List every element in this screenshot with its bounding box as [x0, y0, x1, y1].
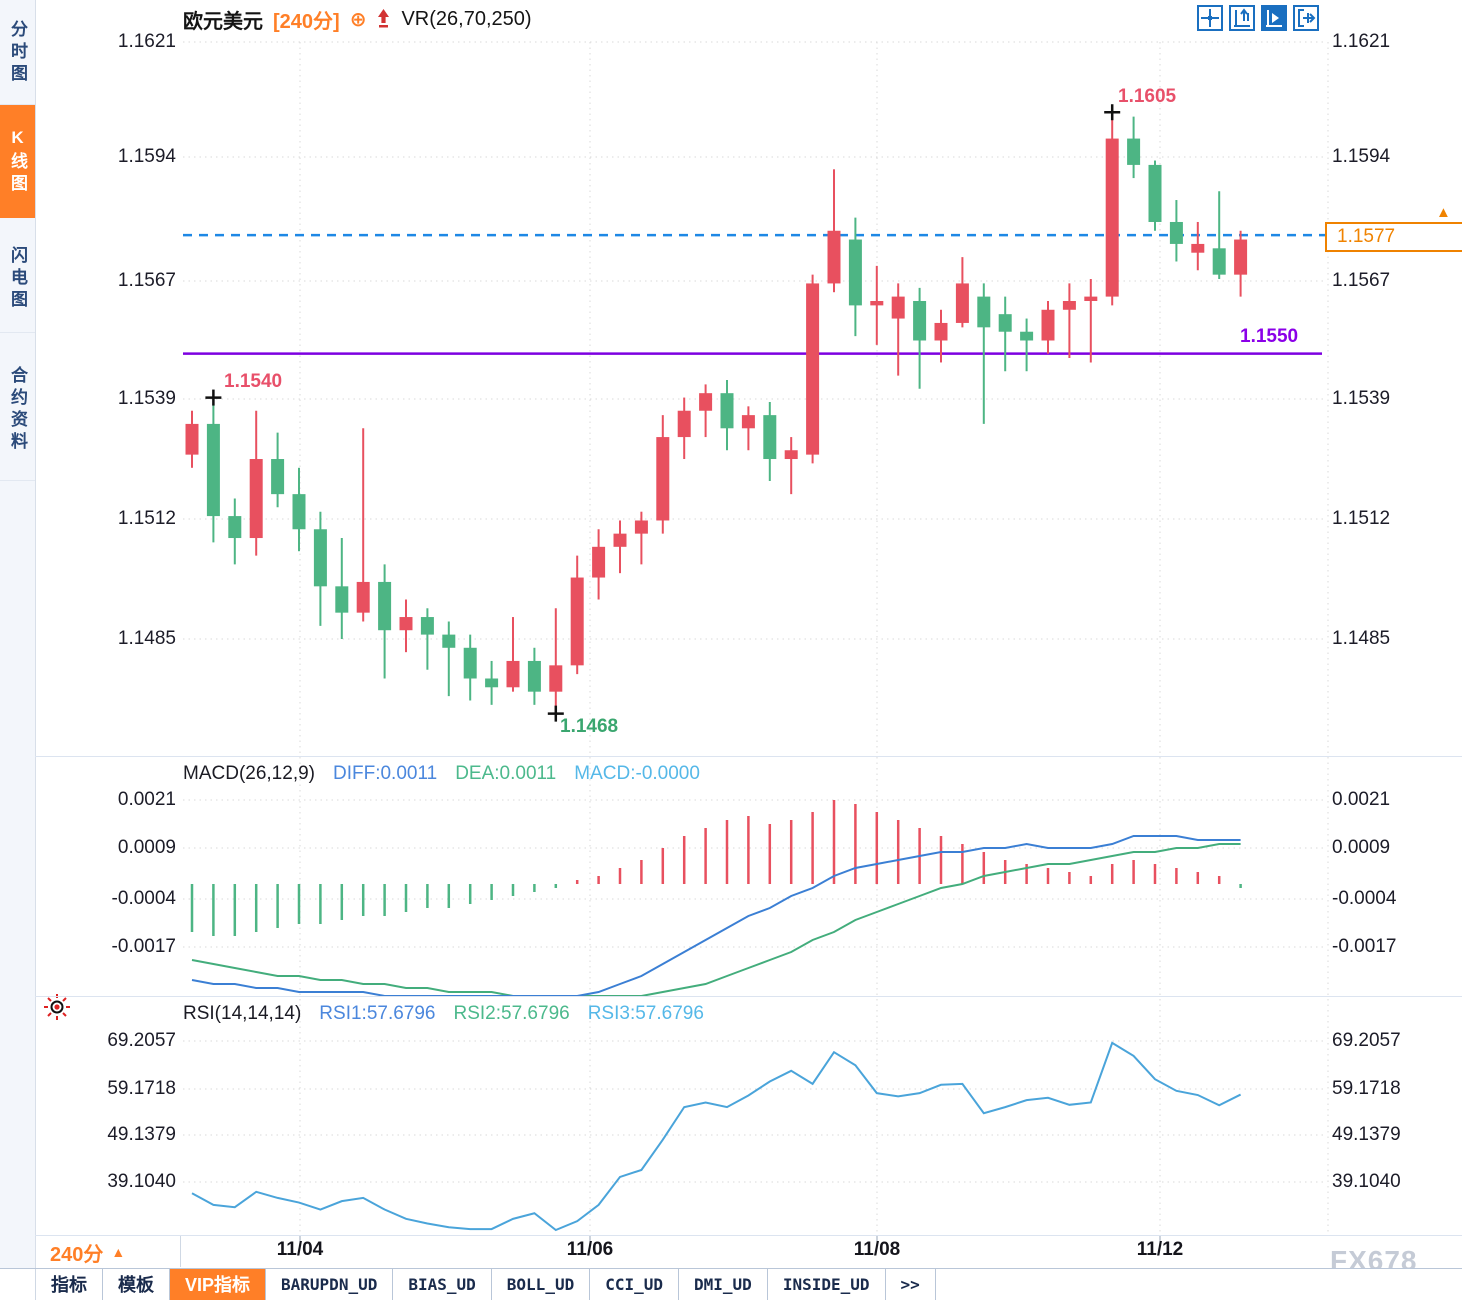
panel-divider — [35, 756, 1462, 757]
macd-dea-value: DEA:0.0011 — [455, 763, 557, 784]
rsi1-value: RSI1:57.6796 — [319, 1003, 436, 1024]
macd-axis-label: -0.0017 — [111, 936, 176, 957]
rsi-axis-label: 69.2057 — [1332, 1030, 1401, 1051]
interval-tag[interactable]: [240分] — [273, 10, 340, 33]
rsi-axis-label: 39.1040 — [1332, 1171, 1401, 1192]
interval-selector-arrow-icon: ▲ — [111, 1244, 126, 1260]
rsi-title: RSI(14,14,14) — [183, 1003, 302, 1024]
macd-diff-value: DIFF:0.0011 — [333, 763, 438, 784]
tab-cci-ud[interactable]: CCI_UD — [590, 1269, 680, 1300]
sidebar-item-candlestick-chart[interactable]: K线图 — [0, 105, 35, 218]
price-up-triangle-icon: ▲ — [1436, 204, 1451, 221]
rsi-axis-label: 69.2057 — [107, 1030, 176, 1051]
tab-inside-ud[interactable]: INSIDE_UD — [768, 1269, 886, 1300]
sidebar-item-timeline-chart[interactable]: 分时图 — [0, 2, 35, 105]
x-axis-date-label: 11/04 — [276, 1239, 324, 1260]
macd-axis-label: -0.0004 — [111, 888, 176, 909]
early-high-label: 1.1540 — [224, 371, 283, 392]
x-axis-date-label: 11/12 — [1136, 1239, 1184, 1260]
price-axis-label: 1.1567 — [1332, 270, 1391, 291]
axis-zoom-icon[interactable] — [1229, 5, 1255, 31]
macd-axis-label: -0.0004 — [1332, 888, 1397, 909]
axis-play-icon[interactable] — [1261, 5, 1287, 31]
price-axis-label: 1.1512 — [1332, 508, 1391, 529]
attach-indicator-icon[interactable]: ⊕ — [349, 8, 367, 31]
rsi-axis-label: 59.1718 — [107, 1078, 176, 1099]
macd-header-row: MACD(26,12,9) DIFF:0.0011 DEA:0.0011 MAC… — [183, 763, 700, 785]
interval-selector-label: 240分 — [50, 1243, 104, 1266]
chart-header: 欧元美元 [240分] ⊕ VR(26,70,250) — [183, 5, 532, 33]
price-axis-label: 1.1567 — [117, 270, 176, 291]
price-axis-label: 1.1621 — [117, 31, 176, 52]
low-label: 1.1468 — [560, 716, 619, 737]
bottom-tab-bar: 指标 模板 VIP指标 BARUPDN_UD BIAS_UD BOLL_UD C… — [0, 1268, 1462, 1300]
macd-hist-value: MACD:-0.0000 — [574, 763, 700, 784]
chart-toolbar — [1197, 5, 1319, 31]
red-up-arrow-icon — [376, 8, 391, 30]
price-axis-label: 1.1485 — [117, 628, 176, 649]
price-axis-label: 1.1594 — [1332, 146, 1391, 167]
price-axis-label: 1.1539 — [117, 388, 176, 409]
macd-axis-label: 0.0009 — [117, 837, 176, 858]
macd-title: MACD(26,12,9) — [183, 763, 315, 784]
macd-axis-label: 0.0021 — [117, 789, 176, 810]
vr-indicator-label: VR(26,70,250) — [401, 7, 532, 30]
rsi-axis-label: 49.1379 — [1332, 1124, 1401, 1145]
axis-shift-right-icon[interactable] — [1293, 5, 1319, 31]
tab-templates[interactable]: 模板 — [103, 1269, 170, 1300]
panel-divider — [35, 996, 1462, 997]
tab-boll-ud[interactable]: BOLL_UD — [492, 1269, 591, 1300]
tab-dmi-ud[interactable]: DMI_UD — [679, 1269, 768, 1300]
tab-vip-indicators[interactable]: VIP指标 — [170, 1269, 267, 1300]
price-axis-label: 1.1539 — [1332, 388, 1391, 409]
macd-axis-label: 0.0021 — [1332, 789, 1391, 810]
price-axis-label: 1.1512 — [117, 508, 176, 529]
panel-divider — [35, 1235, 1462, 1236]
tab-barupdn-ud[interactable]: BARUPDN_UD — [266, 1269, 394, 1300]
price-axis-label: 1.1621 — [1332, 31, 1391, 52]
sidebar-item-lightning-chart[interactable]: 闪电图 — [0, 226, 35, 333]
support-level-label: 1.1550 — [1240, 326, 1299, 347]
late-high-label: 1.1605 — [1118, 86, 1177, 107]
macd-axis-label: 0.0009 — [1332, 837, 1391, 858]
rsi-axis-label: 59.1718 — [1332, 1078, 1401, 1099]
macd-axis-label: -0.0017 — [1332, 936, 1397, 957]
x-axis-date-label: 11/06 — [566, 1239, 614, 1260]
indicator-settings-sun-icon[interactable] — [42, 992, 72, 1027]
rsi-header-row: RSI(14,14,14) RSI1:57.6796 RSI2:57.6796 … — [183, 1003, 704, 1025]
sidebar: 分时图 K线图 闪电图 合约资料 — [0, 0, 36, 1268]
rsi-axis-label: 49.1379 — [107, 1124, 176, 1145]
current-price-tag: 1.1577 — [1325, 222, 1462, 252]
tab-indicators[interactable]: 指标 — [36, 1269, 103, 1300]
interval-selector[interactable]: 240分 ▲ — [36, 1237, 180, 1267]
pan-crosshair-icon[interactable] — [1197, 5, 1223, 31]
tab-more[interactable]: >> — [886, 1269, 936, 1300]
rsi-axis-label: 39.1040 — [107, 1171, 176, 1192]
sidebar-item-contract-info[interactable]: 合约资料 — [0, 340, 35, 481]
x-axis-date-label: 11/08 — [853, 1239, 901, 1260]
rsi2-value: RSI2:57.6796 — [453, 1003, 570, 1024]
price-axis-label: 1.1485 — [1332, 628, 1391, 649]
tab-bar-spacer — [0, 1269, 36, 1300]
symbol-title: 欧元美元 — [183, 10, 263, 33]
interval-box-divider — [180, 1236, 181, 1267]
rsi3-value: RSI3:57.6796 — [587, 1003, 704, 1024]
price-axis-label: 1.1594 — [117, 146, 176, 167]
tab-bias-ud[interactable]: BIAS_UD — [393, 1269, 492, 1300]
